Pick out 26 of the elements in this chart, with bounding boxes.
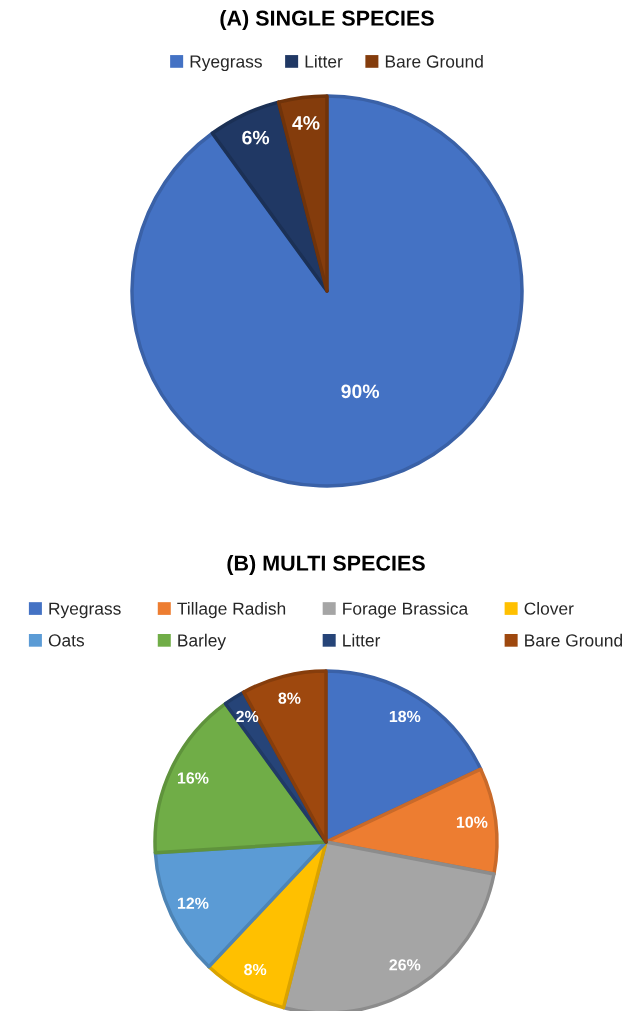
pie-slice [276,94,329,293]
data-label: 6% [242,130,270,145]
legend-label: Ryegrass [49,602,121,619]
legend-label: Litter [343,633,381,647]
chart-title: (A) SINGLE SPECIES [220,9,434,31]
legend-label: Ryegrass [190,55,262,72]
data-label: 12% [177,897,209,909]
legend-label: Bare Ground [525,633,622,647]
data-label: 16% [177,772,209,784]
pie-slice [130,94,524,488]
data-label: 8% [244,963,267,976]
legend-label: Clover [524,602,574,615]
legend-label: Oats [48,634,85,647]
legend-label: Bare Ground [385,54,483,68]
data-label: 4% [292,116,320,130]
legend-label: Tillage Radish [177,602,286,619]
data-label: 18% [389,710,421,723]
data-label: 90% [341,384,380,399]
legend-label: Forage Brassica [343,602,469,619]
data-label: 26% [389,959,421,971]
legend-label: Litter [305,54,343,68]
chart-title: (B) MULTI SPECIES [227,554,425,576]
data-label: 2% [236,710,259,723]
data-label: 8% [278,692,301,704]
legend-label: Barley [178,633,227,650]
data-label: 10% [456,816,488,828]
